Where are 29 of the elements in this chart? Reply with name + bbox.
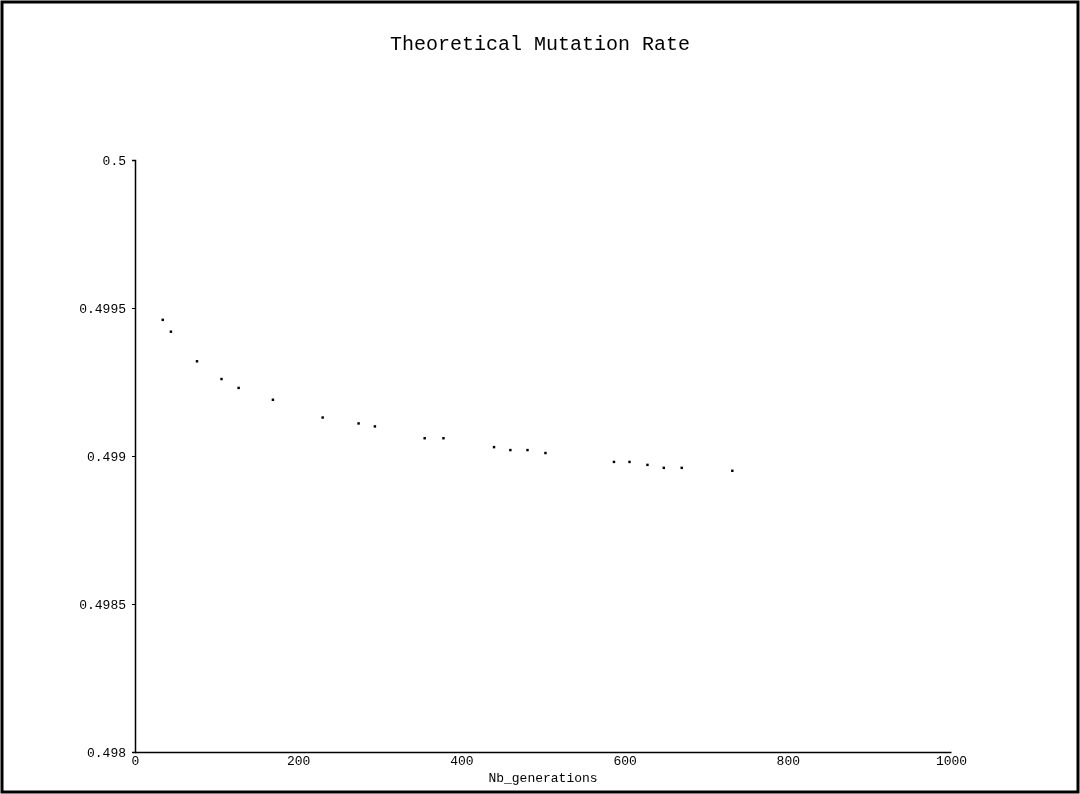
y-tick-label: 0.4995 [79,301,126,317]
point [220,377,223,381]
point [526,448,529,452]
point [680,466,683,470]
point [169,330,173,333]
point [646,463,649,467]
point [544,451,547,455]
point [423,437,426,440]
point [509,448,512,452]
point [237,386,240,390]
y-tick-label: 0.5 [102,153,126,169]
x-tick-label: 1000 [935,754,968,770]
y-tick-label: 0.499 [86,449,126,465]
x-tick-label: 800 [776,754,800,770]
x-tick-label: 0 [131,754,140,770]
point [442,437,445,440]
point [373,425,377,428]
point [731,469,734,473]
x-tick-label: 400 [450,754,474,770]
y-tick-label: 0.498 [86,745,126,761]
point [357,422,360,425]
point [628,460,631,464]
x-tick-label: 200 [287,754,311,770]
x-tick-label: 600 [613,754,637,770]
x-axis-title: Nb_generations [488,771,598,786]
point [195,360,199,363]
point [321,416,324,419]
y-tick-label: 0.4985 [79,597,126,613]
chart-title: Theoretical Mutation Rate [389,33,691,56]
